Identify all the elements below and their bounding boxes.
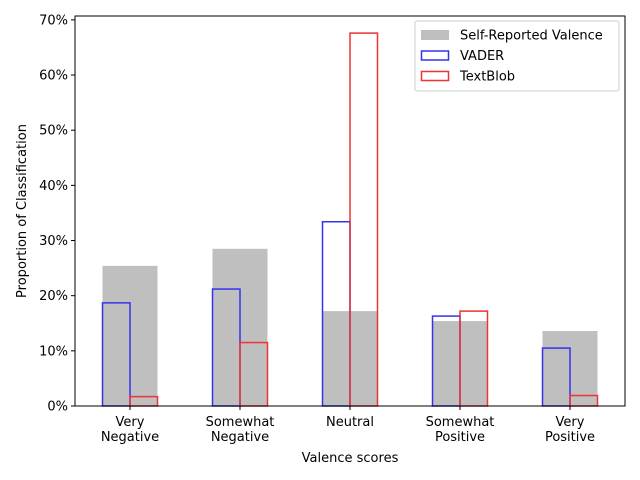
y-axis: 0% 10% 20% 30% 40% 50% 60% 70% <box>39 13 75 415</box>
legend-label-vader: VADER <box>460 49 504 64</box>
x-tick-label: Somewhat Negative <box>206 415 275 445</box>
y-tick-label: 10% <box>39 344 68 359</box>
legend-swatch-self-reported-valence <box>421 30 449 40</box>
legend-swatch-textblob <box>420 70 450 82</box>
x-axis: Very Negative Somewhat Negative Neutral Somew… <box>101 406 595 445</box>
x-tick-label: Very Negative <box>101 415 159 445</box>
y-tick-label: 40% <box>39 179 68 194</box>
y-tick-label: 30% <box>39 234 68 249</box>
y-tick-label: 0% <box>47 400 68 415</box>
legend-label-textblob: TextBlob <box>459 70 515 85</box>
x-axis-label: Valence scores <box>302 451 399 466</box>
y-tick-label: 20% <box>39 289 68 304</box>
x-tick-label: Somewhat Positive <box>426 415 495 445</box>
y-tick-label: 60% <box>39 69 68 84</box>
legend-box <box>414 20 620 92</box>
legend: Self-Reported Valence VADER TextBlob <box>414 20 620 92</box>
legend-swatch-vader <box>420 50 450 61</box>
x-tick-label: Very Positive <box>545 415 595 445</box>
x-tick-label: Neutral <box>326 415 374 430</box>
y-tick-label: 50% <box>39 124 68 139</box>
y-tick-label: 70% <box>39 13 68 28</box>
y-axis-label: Proportion of Classification <box>15 124 30 298</box>
legend-label-self-reported-valence: Self-Reported Valence <box>460 29 603 44</box>
